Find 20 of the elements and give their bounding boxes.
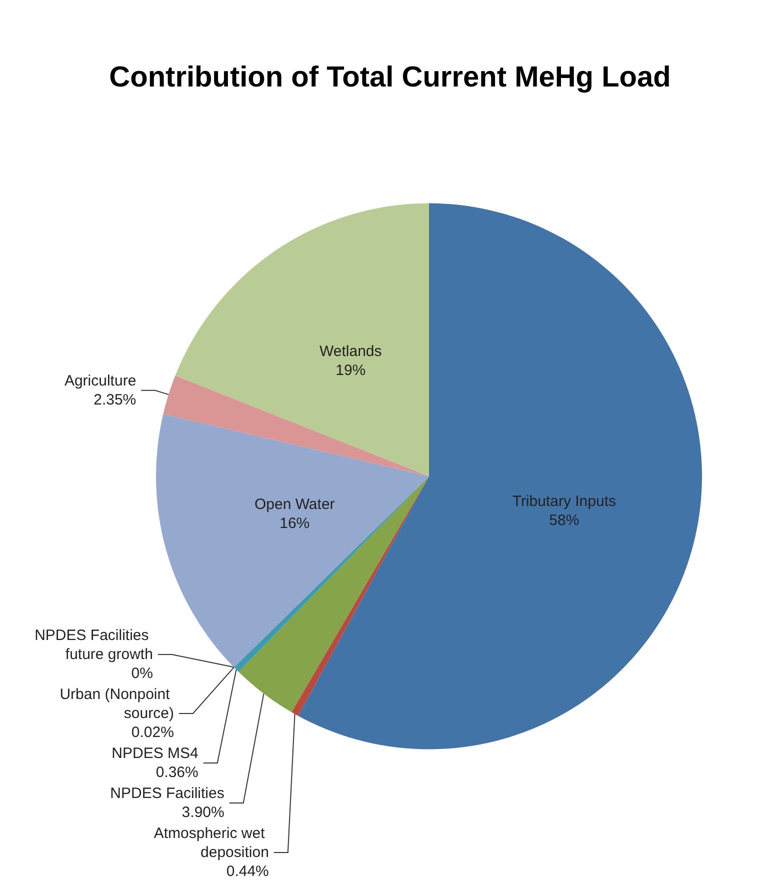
slice-label: Tributary Inputs — [512, 492, 616, 510]
data-label: 16% — [280, 514, 310, 532]
data-label: 19% — [336, 362, 366, 379]
slice-label: Agriculture — [64, 372, 136, 390]
slice-label: NPDES MS4 — [112, 745, 198, 762]
data-label: 0.44% — [226, 863, 269, 880]
data-label: 58% — [549, 512, 580, 529]
data-label: 3.90% — [182, 804, 224, 821]
slice-label: NPDES Facilities — [34, 627, 153, 644]
text: 0% — [131, 665, 153, 682]
data-label: 0.02% — [131, 724, 174, 741]
slice-label: NPDES Facilities — [110, 785, 224, 802]
slice-label: Atmospheric wet deposition — [154, 825, 269, 861]
slice-label: Wetlands — [320, 342, 382, 360]
slice-label: Urban (Nonpoint source) — [60, 686, 174, 722]
chart-title: Contribution of Total Current MeHg Load — [109, 62, 671, 94]
slice-label: Open Water — [254, 496, 335, 513]
data-label: 2.35% — [94, 391, 136, 408]
data-label: 0.36% — [156, 764, 198, 781]
category-label: future growth — [65, 646, 153, 663]
